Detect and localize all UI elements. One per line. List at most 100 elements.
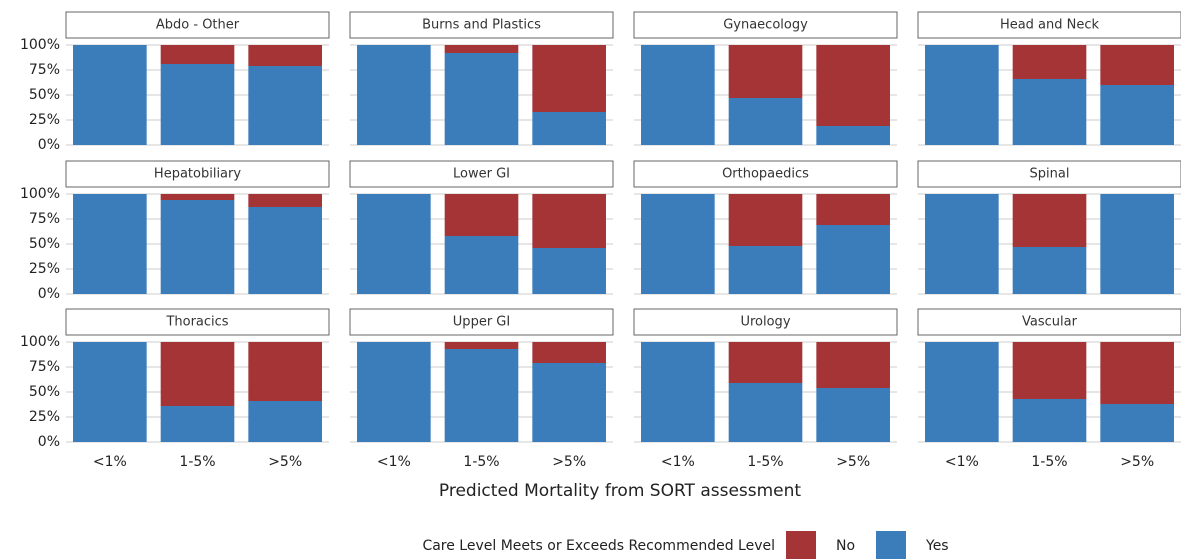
- bar-segment: [1012, 79, 1087, 145]
- panel-title: Gynaecology: [723, 18, 808, 33]
- strip: [633, 308, 898, 336]
- bar-segment: [1100, 85, 1174, 145]
- legend-swatch: [876, 531, 906, 559]
- strip: [633, 11, 898, 39]
- strip: [349, 160, 614, 188]
- x-tick-label: <1%: [377, 454, 411, 470]
- bar-segment: [532, 342, 606, 363]
- bar-segment: [1012, 342, 1087, 399]
- bar-segment: [73, 342, 147, 442]
- bar-segment: [728, 98, 803, 145]
- x-tick-label: >5%: [268, 454, 302, 470]
- strip: [917, 308, 1181, 336]
- x-tick-label: <1%: [945, 454, 979, 470]
- panel-title: Burns and Plastics: [422, 18, 541, 33]
- strip: [917, 11, 1181, 39]
- x-tick-label: <1%: [661, 454, 695, 470]
- bar-segment: [1012, 247, 1087, 294]
- bar-segment: [160, 194, 235, 200]
- bar-segment: [357, 342, 431, 442]
- bar-segment: [816, 388, 890, 442]
- bar-segment: [728, 383, 803, 442]
- bar-segment: [444, 194, 519, 236]
- bar-segment: [444, 45, 519, 53]
- bar-segment: [641, 45, 715, 145]
- strip: [349, 308, 614, 336]
- y-tick-label: 75%: [29, 211, 60, 227]
- y-tick-label: 75%: [29, 359, 60, 375]
- y-tick-label: 50%: [29, 236, 60, 252]
- panel-title: Vascular: [1022, 315, 1078, 330]
- panel-title: Spinal: [1030, 167, 1070, 182]
- y-tick-label: 75%: [29, 62, 60, 78]
- y-tick-label: 0%: [38, 137, 60, 153]
- bar-segment: [1100, 404, 1174, 442]
- bar-segment: [728, 246, 803, 294]
- bar-segment: [641, 342, 715, 442]
- strip: [65, 308, 330, 336]
- bar-segment: [1100, 45, 1174, 85]
- y-tick-label: 50%: [29, 384, 60, 400]
- bar-segment: [248, 194, 322, 207]
- x-tick-label: 1-5%: [747, 454, 783, 470]
- strip: [65, 160, 330, 188]
- panel-title: Abdo - Other: [156, 18, 240, 33]
- panel-title: Lower GI: [453, 167, 510, 182]
- strip: [633, 160, 898, 188]
- panel-title: Urology: [740, 315, 790, 330]
- y-tick-label: 50%: [29, 87, 60, 103]
- bar-segment: [816, 194, 890, 225]
- bar-segment: [444, 349, 519, 442]
- y-tick-label: 0%: [38, 286, 60, 302]
- bar-segment: [444, 342, 519, 349]
- bar-segment: [357, 45, 431, 145]
- bar-segment: [1100, 342, 1174, 404]
- bar-segment: [1012, 45, 1087, 79]
- y-tick-label: 100%: [20, 334, 60, 350]
- bar-segment: [1012, 194, 1087, 247]
- x-tick-label: 1-5%: [463, 454, 499, 470]
- bar-segment: [925, 342, 999, 442]
- y-tick-label: 0%: [38, 434, 60, 450]
- x-tick-label: 1-5%: [1031, 454, 1067, 470]
- y-tick-label: 100%: [20, 186, 60, 202]
- x-tick-label: >5%: [1120, 454, 1154, 470]
- bar-segment: [925, 45, 999, 145]
- bar-segment: [532, 248, 606, 294]
- panel-title: Hepatobiliary: [154, 167, 241, 182]
- bar-segment: [248, 401, 322, 442]
- bar-segment: [248, 45, 322, 66]
- bar-segment: [160, 342, 235, 406]
- bar-segment: [816, 126, 890, 145]
- bar-segment: [160, 406, 235, 442]
- bar-segment: [925, 194, 999, 294]
- legend-label: Yes: [925, 538, 949, 554]
- bar-segment: [160, 200, 235, 294]
- x-tick-label: >5%: [552, 454, 586, 470]
- x-tick-label: >5%: [836, 454, 870, 470]
- bar-segment: [73, 45, 147, 145]
- bar-segment: [444, 53, 519, 145]
- bar-segment: [728, 342, 803, 383]
- x-tick-label: 1-5%: [179, 454, 215, 470]
- bar-segment: [641, 194, 715, 294]
- panel-title: Orthopaedics: [722, 167, 809, 182]
- legend-label: No: [836, 538, 855, 554]
- y-tick-label: 25%: [29, 409, 60, 425]
- x-axis-label: Predicted Mortality from SORT assessment: [439, 481, 802, 501]
- panel-title: Head and Neck: [1000, 18, 1100, 33]
- panel-title: Thoracics: [165, 315, 228, 330]
- x-tick-label: <1%: [93, 454, 127, 470]
- y-tick-label: 100%: [20, 37, 60, 53]
- bar-segment: [444, 236, 519, 294]
- legend-swatch: [786, 531, 816, 559]
- y-tick-label: 25%: [29, 261, 60, 277]
- bar-segment: [728, 45, 803, 98]
- bar-segment: [532, 363, 606, 442]
- bar-segment: [73, 194, 147, 294]
- bar-segment: [160, 64, 235, 145]
- legend-title: Care Level Meets or Exceeds Recommended …: [422, 538, 775, 554]
- bar-segment: [357, 194, 431, 294]
- bar-segment: [816, 45, 890, 126]
